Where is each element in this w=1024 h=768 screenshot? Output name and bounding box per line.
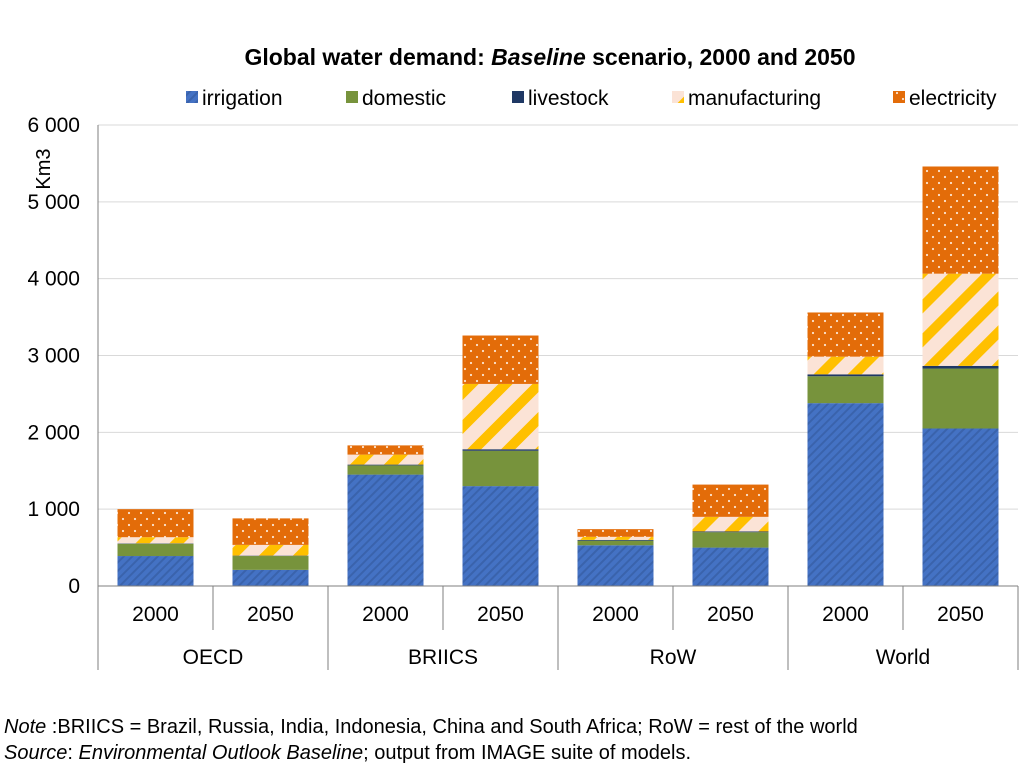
- bar-domestic: [347, 465, 424, 475]
- y-tick-label: 6 000: [27, 114, 80, 137]
- bar-livestock: [462, 449, 539, 451]
- bar-electricity: [577, 529, 654, 537]
- legend-swatch-irrigation: [186, 91, 198, 103]
- y-tick-label: 3 000: [27, 345, 80, 368]
- bar-electricity: [117, 509, 194, 538]
- bar-livestock: [922, 365, 999, 369]
- bar-manufacturing: [347, 454, 424, 465]
- legend-label-manufacturing: manufacturing: [688, 87, 821, 110]
- bar-irrigation: [347, 474, 424, 586]
- y-tick-label: 0: [68, 575, 80, 598]
- legend-swatch-electricity: [893, 91, 905, 103]
- source-text: ; output from IMAGE suite of models.: [363, 742, 692, 764]
- bar-irrigation: [232, 569, 309, 586]
- x-tick-label: 2000: [132, 603, 179, 626]
- bar-domestic: [462, 450, 539, 487]
- note-line: Note :BRIICS = Brazil, Russia, India, In…: [4, 714, 858, 740]
- legend-label-electricity: electricity: [909, 87, 997, 110]
- legend-label-domestic: domestic: [362, 87, 446, 110]
- bar-livestock: [692, 531, 769, 533]
- y-tick-label: 5 000: [27, 191, 80, 214]
- y-tick-label: 4 000: [27, 268, 80, 291]
- x-tick-label: 2000: [362, 603, 409, 626]
- source-sep: :: [67, 742, 79, 764]
- bar-manufacturing: [922, 273, 999, 366]
- note-text: :BRIICS = Brazil, Russia, India, Indones…: [46, 716, 858, 738]
- bar-irrigation: [692, 547, 769, 586]
- bar-livestock: [577, 539, 654, 541]
- chart-legend: irrigation domestic livestock manufacturing…: [186, 87, 997, 110]
- x-tick-label: 2000: [592, 603, 639, 626]
- bar-electricity: [692, 484, 769, 517]
- legend-swatch-manufacturing: [672, 91, 684, 103]
- x-tick-label: 2050: [937, 603, 984, 626]
- bar-livestock: [347, 464, 424, 466]
- bar-domestic: [922, 368, 999, 429]
- title-suffix: scenario, 2000 and 2050: [585, 44, 856, 70]
- x-group-label: OECD: [183, 646, 244, 669]
- bar-irrigation: [577, 545, 654, 586]
- bar-electricity: [922, 166, 999, 274]
- legend-label-livestock: livestock: [528, 87, 609, 110]
- x-group-label: RoW: [650, 646, 697, 669]
- bars: [117, 166, 999, 586]
- x-tick-label: 2000: [822, 603, 869, 626]
- legend-swatch-domestic: [346, 91, 358, 103]
- source-label: Source: [4, 742, 68, 764]
- bar-electricity: [232, 518, 309, 545]
- bar-domestic: [232, 556, 309, 570]
- x-tick-label: 2050: [477, 603, 524, 626]
- y-tick-label: 1 000: [27, 498, 80, 521]
- y-axis-label: Km3: [33, 148, 55, 189]
- x-group-label: World: [876, 646, 930, 669]
- note-label: Note: [4, 716, 47, 738]
- x-tick-label: 2050: [247, 603, 294, 626]
- bar-manufacturing: [117, 537, 194, 544]
- bar-irrigation: [462, 486, 539, 586]
- bar-irrigation: [117, 556, 194, 586]
- bar-irrigation: [922, 428, 999, 586]
- y-tick-label: 2 000: [27, 421, 80, 444]
- bar-livestock: [807, 374, 884, 377]
- bar-electricity: [462, 335, 539, 384]
- title-italic: Baseline: [491, 44, 586, 70]
- bar-domestic: [577, 540, 654, 546]
- stacked-bar-chart: irrigation domestic livestock manufacturing…: [27, 87, 1019, 670]
- y-axis: 0 1 000 2 000 3 000 4 000 5 000 6 000 Km3: [27, 114, 99, 598]
- legend-swatch-livestock: [512, 91, 524, 103]
- bar-irrigation: [807, 403, 884, 586]
- bar-domestic: [117, 543, 194, 557]
- bar-domestic: [807, 376, 884, 404]
- bar-manufacturing: [577, 536, 654, 540]
- chart-title: Global water demand: Baseline scenario, …: [0, 44, 1024, 71]
- bar-manufacturing: [232, 544, 309, 556]
- bar-manufacturing: [462, 383, 539, 450]
- source-line: Source: Environmental Outlook Baseline; …: [4, 740, 858, 766]
- bar-domestic: [692, 532, 769, 548]
- bar-electricity: [807, 312, 884, 357]
- source-italic: Environmental Outlook Baseline: [78, 742, 364, 764]
- footnotes: Note :BRIICS = Brazil, Russia, India, In…: [4, 714, 858, 766]
- bar-electricity: [347, 445, 424, 455]
- bar-manufacturing: [807, 356, 884, 375]
- x-group-label: BRIICS: [408, 646, 478, 669]
- title-prefix: Global water demand:: [244, 44, 492, 70]
- x-tick-label: 2050: [707, 603, 754, 626]
- legend-label-irrigation: irrigation: [202, 87, 283, 110]
- bar-manufacturing: [692, 516, 769, 532]
